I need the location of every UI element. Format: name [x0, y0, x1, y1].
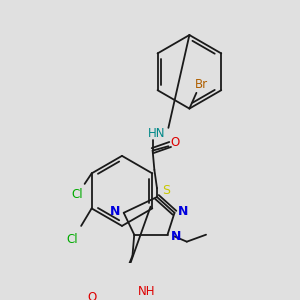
Text: Br: Br	[195, 78, 208, 91]
Text: HN: HN	[147, 127, 165, 140]
Text: N: N	[171, 230, 181, 243]
Text: O: O	[171, 136, 180, 149]
Text: N: N	[178, 205, 188, 218]
Text: O: O	[88, 291, 97, 300]
Text: Cl: Cl	[67, 233, 78, 246]
Text: Cl: Cl	[72, 188, 83, 201]
Text: N: N	[110, 205, 120, 218]
Text: NH: NH	[138, 285, 155, 298]
Text: S: S	[162, 184, 170, 196]
